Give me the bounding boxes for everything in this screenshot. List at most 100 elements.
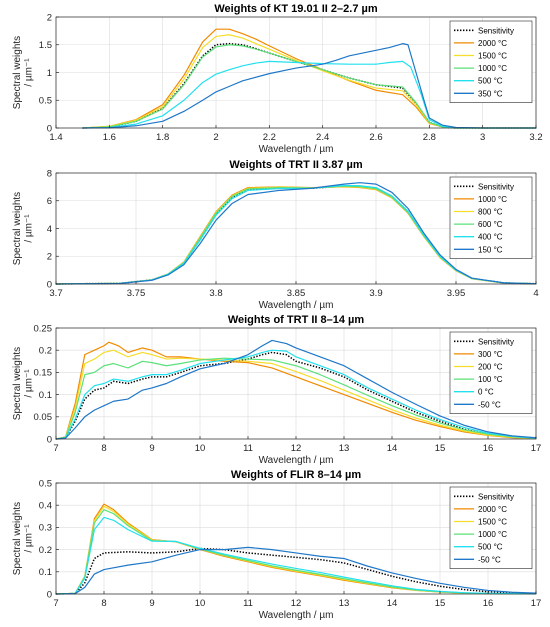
x-axis-label: Wavelength / µm bbox=[259, 300, 334, 311]
y-tick-label: 6 bbox=[47, 196, 52, 207]
legend-label: 300 °C bbox=[478, 350, 503, 359]
y-tick-label: 0.5 bbox=[39, 478, 52, 489]
x-tick-label: 2.4 bbox=[316, 132, 329, 143]
x-axis-label: Wavelength / µm bbox=[259, 144, 334, 155]
y-tick-label: 0.05 bbox=[34, 412, 53, 423]
legend-box bbox=[449, 20, 533, 103]
x-tick-label: 15 bbox=[435, 598, 446, 609]
series-line bbox=[55, 546, 537, 595]
x-tick-label: 4 bbox=[533, 288, 538, 299]
legend-label: 2000 °C bbox=[478, 505, 507, 514]
y-axis-label: Spectral weights/ µm⁻¹ bbox=[12, 36, 35, 109]
series-line bbox=[55, 516, 537, 595]
x-axis-label: Wavelength / µm bbox=[259, 610, 334, 621]
x-tick-label: 12 bbox=[291, 443, 302, 454]
legend-label: 1000 °C bbox=[478, 530, 507, 539]
legend-label: 600 °C bbox=[478, 220, 503, 229]
legend-box bbox=[449, 486, 533, 569]
x-tick-label: 2.8 bbox=[423, 132, 436, 143]
series-line bbox=[55, 357, 537, 440]
x-tick-label: 9 bbox=[149, 598, 154, 609]
chart-4: Weights of FLIR 8–14 µm 7 8 9 10 11 12 13 14 15 16… bbox=[12, 469, 541, 621]
series-line bbox=[55, 341, 537, 440]
x-tick-label: 8 bbox=[101, 598, 106, 609]
x-tick-label: 15 bbox=[435, 443, 446, 454]
legend-label: 350 °C bbox=[478, 89, 503, 98]
legend-label: 2000 °C bbox=[478, 39, 507, 48]
series-line bbox=[55, 547, 537, 595]
legend-label: 200 °C bbox=[478, 363, 503, 372]
x-tick-label: 2.2 bbox=[263, 132, 276, 143]
x-tick-label: 14 bbox=[387, 443, 398, 454]
y-tick-label: 1 bbox=[47, 68, 52, 79]
y-axis-label-line: Spectral weights bbox=[12, 192, 23, 265]
x-tick-label: 3.8 bbox=[209, 288, 222, 299]
x-tick-label: 17 bbox=[531, 443, 542, 454]
x-tick-label: 11 bbox=[243, 443, 253, 454]
y-tick-label: 0 bbox=[47, 123, 52, 134]
legend-label: 500 °C bbox=[478, 543, 503, 552]
legend-box bbox=[449, 331, 533, 414]
y-axis-label-line: Spectral weights bbox=[12, 36, 23, 109]
x-tick-label: 14 bbox=[387, 598, 398, 609]
chart-title: Weights of TRT II 8–14 µm bbox=[228, 314, 365, 326]
x-tick-label: 1.8 bbox=[156, 132, 169, 143]
x-tick-label: 3.95 bbox=[447, 288, 466, 299]
legend-label: Sensitivity bbox=[478, 492, 514, 501]
legend-label: 100 °C bbox=[478, 375, 503, 384]
y-tick-label: 8 bbox=[47, 168, 52, 179]
legend-label: Sensitivity bbox=[478, 182, 514, 191]
y-tick-label: 0 bbox=[47, 434, 52, 445]
chart-2: Weights of TRT II 3.87 µm 3.7 3.75 3.8 3.85 3… bbox=[12, 159, 539, 311]
legend-label: -50 °C bbox=[478, 400, 501, 409]
series-line bbox=[55, 349, 537, 440]
x-tick-label: 7 bbox=[53, 598, 58, 609]
legend-label: 0 °C bbox=[478, 388, 494, 397]
legend-label: 400 °C bbox=[478, 233, 503, 242]
legend: Sensitivity 2000 °C 1500 °C 1000 °C 500 °C 35… bbox=[449, 20, 533, 103]
x-tick-label: 16 bbox=[483, 443, 494, 454]
legend-box bbox=[449, 176, 533, 259]
x-tick-label: 13 bbox=[339, 443, 350, 454]
x-tick-label: 3 bbox=[480, 132, 485, 143]
legend-label: 1500 °C bbox=[478, 52, 507, 61]
x-tick-label: 9 bbox=[149, 443, 154, 454]
legend-label: 500 °C bbox=[478, 77, 503, 86]
legend-label: 1500 °C bbox=[478, 518, 507, 527]
y-tick-label: 0 bbox=[47, 279, 52, 290]
y-axis-label: Spectral weights/ µm⁻¹ bbox=[12, 192, 35, 265]
x-tick-label: 1.4 bbox=[49, 132, 62, 143]
x-tick-label: 8 bbox=[101, 443, 106, 454]
y-tick-label: 0.2 bbox=[39, 545, 52, 556]
x-tick-label: 2 bbox=[213, 132, 218, 143]
x-tick-label: 1.6 bbox=[103, 132, 116, 143]
series-line bbox=[82, 43, 537, 129]
chart-title: Weights of TRT II 3.87 µm bbox=[229, 159, 362, 171]
x-tick-label: 2.6 bbox=[369, 132, 382, 143]
y-tick-label: 0 bbox=[47, 589, 52, 600]
legend-label: Sensitivity bbox=[478, 337, 514, 346]
x-tick-label: 3.2 bbox=[529, 132, 542, 143]
x-tick-label: 12 bbox=[291, 598, 302, 609]
x-tick-label: 17 bbox=[531, 598, 542, 609]
y-axis-label-line: Spectral weights bbox=[12, 347, 23, 420]
series-line bbox=[55, 182, 537, 285]
chart-3: Weights of TRT II 8–14 µm 7 8 9 10 11 12 13 14 15… bbox=[12, 314, 541, 466]
y-axis-label-line: / µm⁻¹ bbox=[24, 369, 35, 398]
y-axis-label: Spectral weights/ µm⁻¹ bbox=[12, 347, 35, 420]
y-tick-label: 4 bbox=[47, 224, 52, 235]
legend: Sensitivity 300 °C 200 °C 100 °C 0 °C -50 °C bbox=[449, 331, 533, 414]
x-tick-label: 16 bbox=[483, 598, 494, 609]
y-tick-label: 0.1 bbox=[39, 390, 52, 401]
chart-title: Weights of FLIR 8–14 µm bbox=[231, 469, 361, 481]
series-line bbox=[82, 60, 537, 129]
x-tick-label: 13 bbox=[339, 598, 350, 609]
x-tick-label: 3.9 bbox=[369, 288, 382, 299]
y-axis-label-line: Spectral weights bbox=[12, 502, 23, 575]
chart-1: Weights of KT 19.01 II 2–2.7 µm 1.4 1.6 1.8… bbox=[12, 3, 543, 155]
series-line bbox=[55, 184, 537, 285]
y-tick-label: 2 bbox=[47, 252, 52, 263]
legend-label: Sensitivity bbox=[478, 26, 514, 35]
x-axis-label: Wavelength / µm bbox=[259, 455, 334, 466]
series-line bbox=[55, 339, 537, 440]
